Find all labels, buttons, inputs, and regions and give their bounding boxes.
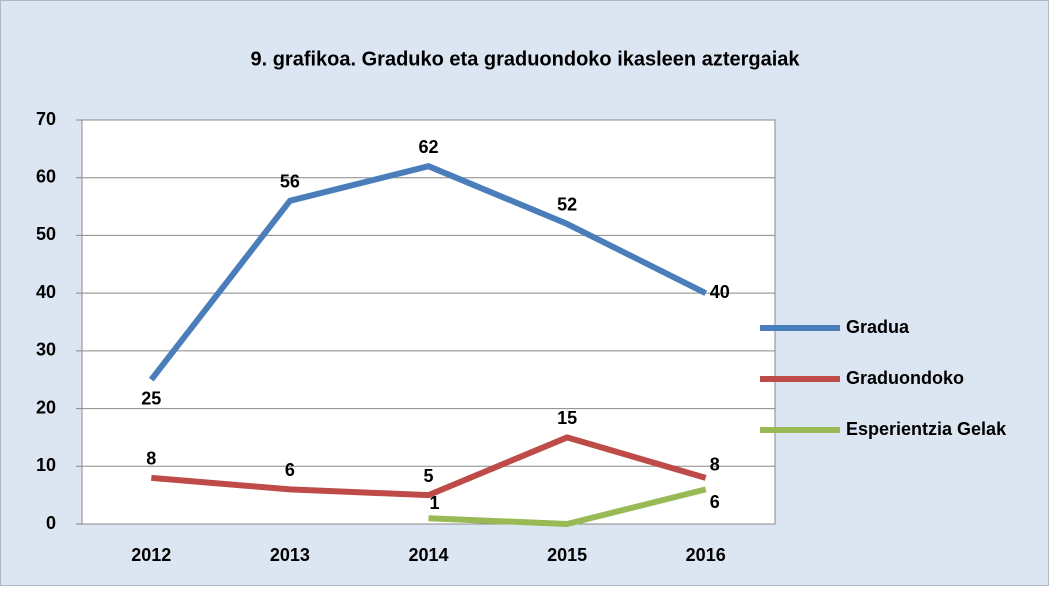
x-tick-label: 2015 xyxy=(547,545,587,565)
legend-label: Graduondoko xyxy=(846,368,964,388)
x-tick-label: 2013 xyxy=(270,545,310,565)
x-tick-label: 2012 xyxy=(131,545,171,565)
data-label: 8 xyxy=(146,449,156,469)
data-label: 25 xyxy=(141,388,161,408)
y-tick-label: 30 xyxy=(36,340,56,360)
y-tick-label: 20 xyxy=(36,397,56,417)
data-label: 8 xyxy=(710,455,720,475)
series-line xyxy=(428,486,707,527)
data-label: 6 xyxy=(285,460,295,480)
y-tick-label: 60 xyxy=(36,166,56,186)
y-tick-label: 70 xyxy=(36,109,56,129)
data-label: 6 xyxy=(710,492,720,512)
x-tick-label: 2014 xyxy=(408,545,448,565)
series-line xyxy=(148,163,708,382)
y-tick-label: 10 xyxy=(36,455,56,475)
chart-title: 9. grafikoa. Graduko eta graduondoko ika… xyxy=(250,48,800,70)
data-label: 40 xyxy=(710,282,730,302)
legend-label: Esperientzia Gelak xyxy=(846,419,1007,439)
legend-label: Gradua xyxy=(846,317,910,337)
data-label: 5 xyxy=(423,466,433,486)
data-label: 52 xyxy=(557,195,577,215)
x-tick-label: 2016 xyxy=(686,545,726,565)
y-tick-label: 50 xyxy=(36,224,56,244)
plot-area xyxy=(81,119,776,525)
data-label: 15 xyxy=(557,408,577,428)
y-tick-label: 0 xyxy=(46,513,56,533)
y-tick-label: 40 xyxy=(36,282,56,302)
data-label: 56 xyxy=(280,172,300,192)
data-label: 62 xyxy=(418,137,438,157)
data-label: 1 xyxy=(429,493,439,513)
series-line xyxy=(151,434,707,499)
